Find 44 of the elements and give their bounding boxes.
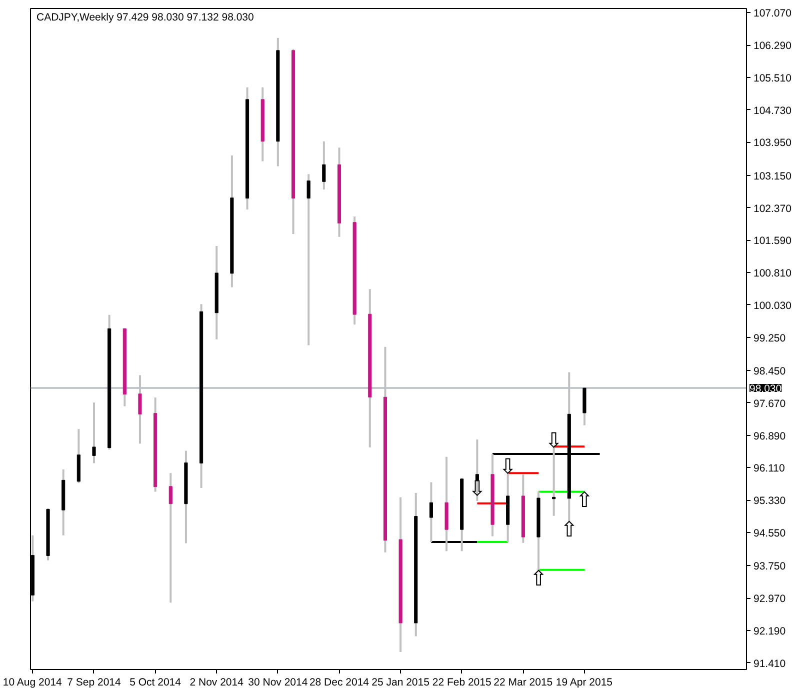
ref-line-label: 98.030	[750, 382, 782, 395]
y-tick-label: 92.190	[754, 625, 786, 638]
y-tick-label: 96.890	[754, 430, 786, 442]
y-tick-label: 92.970	[754, 593, 786, 606]
y-tick-label: 91.410	[754, 658, 786, 670]
x-tick-label: 25 Jan 2015	[372, 676, 430, 688]
y-tick-label: 104.730	[754, 104, 792, 117]
annotation: ⇩	[468, 476, 486, 501]
x-tick-label: 22 Feb 2015	[432, 676, 492, 688]
annotation: ⇧	[560, 518, 578, 542]
x-tick-label: 5 Oct 2014	[130, 676, 182, 688]
x-tick-label: 10 Aug 2014	[2, 676, 62, 688]
y-tick-label: 103.150	[754, 170, 792, 182]
annotation: ⇩	[545, 428, 563, 452]
candlestick	[168, 472, 172, 604]
x-tick-label: 7 Sep 2014	[67, 676, 122, 688]
x-tick-label: 22 Mar 2015	[494, 676, 553, 688]
annotation: ⇧	[576, 488, 594, 512]
y-tick-label: 99.250	[754, 332, 786, 344]
candlestick	[306, 173, 310, 346]
y-tick-label: 102.370	[754, 202, 792, 215]
y-tick-label: 106.290	[754, 40, 792, 52]
annotation: ⇩	[499, 454, 517, 478]
annotation: ⇧	[530, 566, 548, 590]
y-tick-label: 98.450	[754, 366, 786, 378]
y-tick-label: 93.750	[754, 560, 786, 573]
y-tick-label: 101.590	[754, 235, 792, 248]
y-tick-label: 97.670	[754, 398, 786, 410]
y-tick-label: 103.950	[754, 137, 792, 150]
y-tick-label: 94.550	[754, 527, 786, 540]
x-tick-label: 28 Dec 2014	[309, 676, 370, 688]
y-tick-label: 100.810	[754, 268, 792, 280]
x-tick-label: 19 Apr 2015	[556, 676, 613, 688]
chart-title: CADJPY,Weekly 97.429 98.030 97.132 98.030	[36, 12, 254, 24]
y-tick-label: 100.030	[754, 300, 792, 312]
y-tick-label: 105.510	[754, 72, 792, 84]
candlestick	[322, 140, 326, 191]
y-tick-label: 95.330	[754, 495, 786, 508]
x-tick-label: 2 Nov 2014	[190, 676, 244, 688]
x-tick-label: 30 Nov 2014	[248, 676, 308, 688]
y-tick-label: 107.070	[754, 8, 792, 20]
candlestick	[138, 374, 142, 445]
candlestick	[92, 402, 96, 464]
y-tick-label: 96.110	[754, 462, 785, 475]
